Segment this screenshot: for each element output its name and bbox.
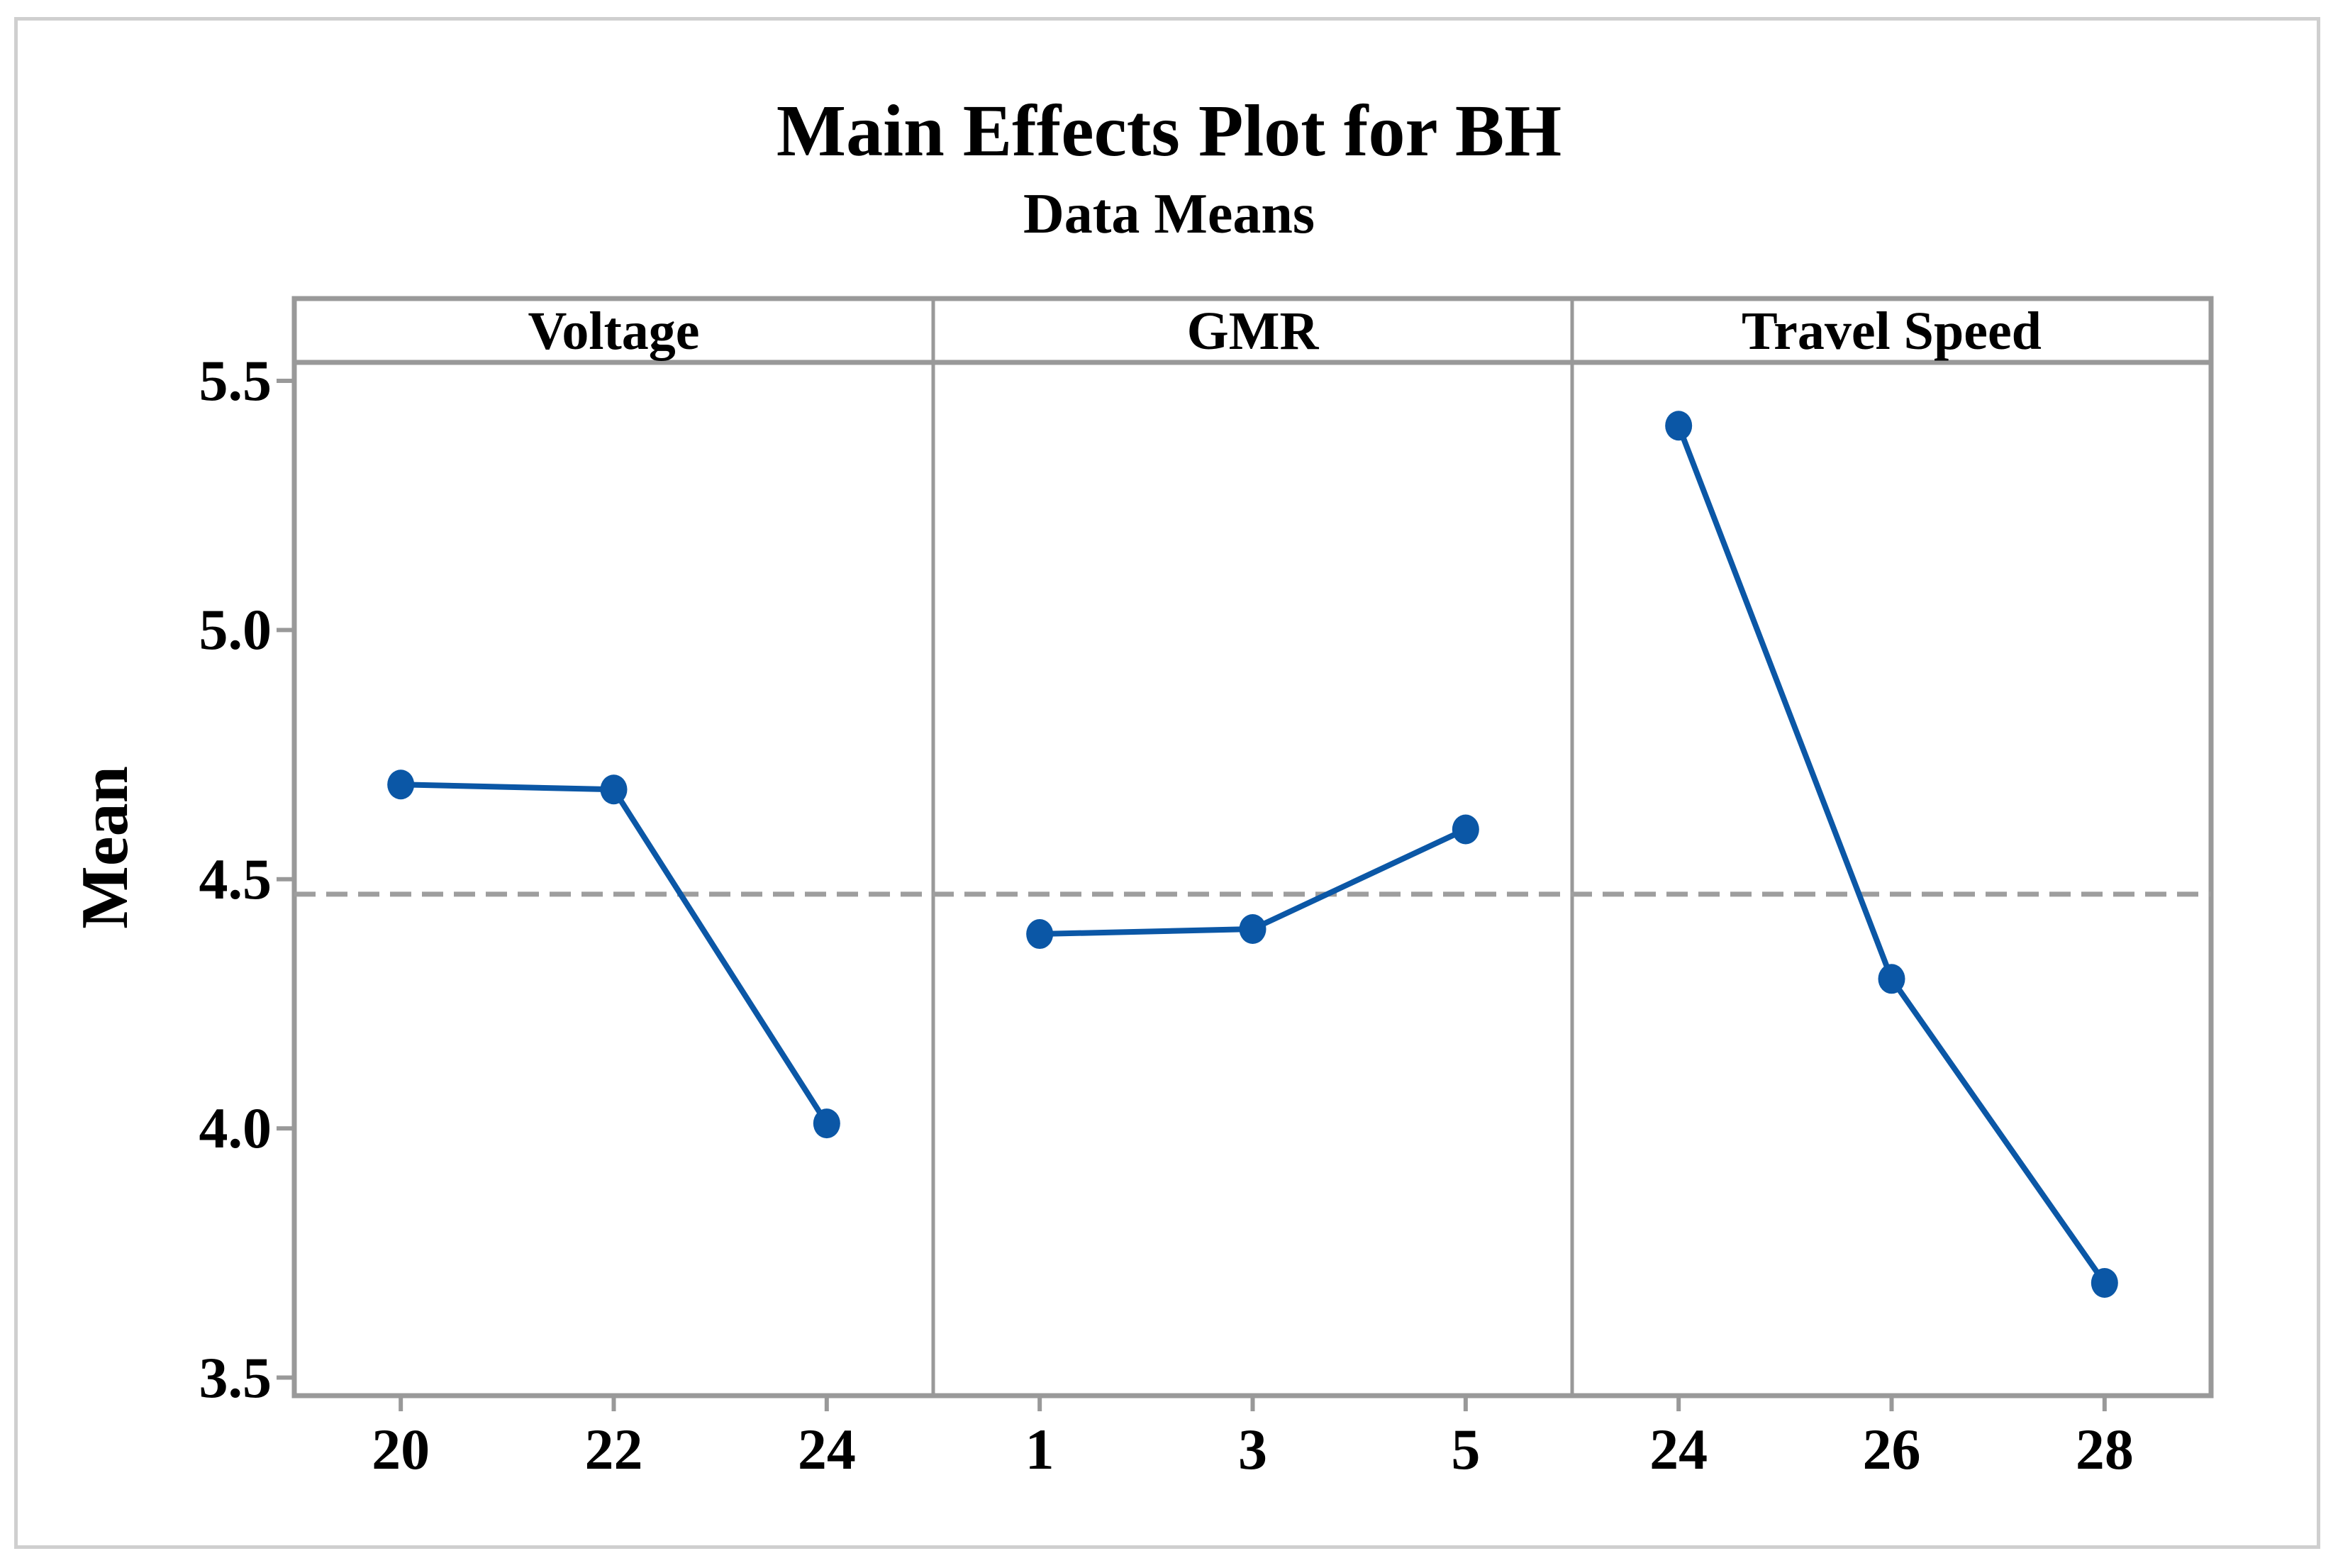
x-tick-label: 24 bbox=[797, 1417, 856, 1481]
data-point-marker bbox=[1878, 964, 1905, 994]
series-line-travel-speed bbox=[1676, 424, 2108, 1285]
x-tick-label: 20 bbox=[372, 1417, 430, 1481]
x-tick-label: 26 bbox=[1862, 1417, 1921, 1481]
x-tick-label: 5 bbox=[1451, 1417, 1481, 1481]
plot-frame bbox=[291, 296, 2214, 1399]
data-point-marker bbox=[813, 1108, 840, 1139]
x-tick-label: 3 bbox=[1238, 1417, 1267, 1481]
y-tick-label: 3.5 bbox=[199, 1345, 272, 1410]
panel-header-travel-speed: Travel Speed bbox=[1742, 301, 2042, 361]
chart-subtitle: Data Means bbox=[1023, 183, 1315, 245]
x-tick-label: 24 bbox=[1649, 1417, 1708, 1481]
data-point-marker bbox=[387, 769, 415, 800]
data-point-marker bbox=[1239, 914, 1267, 945]
data-point-marker bbox=[1665, 411, 1693, 441]
y-tick-label: 5.5 bbox=[199, 348, 272, 413]
chart-title: Main Effects Plot for BH bbox=[776, 90, 1562, 172]
panel-header-voltage: Voltage bbox=[528, 301, 700, 361]
x-tick-label: 1 bbox=[1025, 1417, 1054, 1481]
data-point-marker bbox=[600, 774, 628, 805]
y-tick-label: 5.0 bbox=[199, 597, 272, 662]
data-point-marker bbox=[2091, 1267, 2118, 1298]
data-point-marker bbox=[1026, 919, 1054, 950]
series-line-voltage bbox=[401, 782, 830, 1125]
x-tick-label: 22 bbox=[584, 1417, 643, 1481]
y-tick-label: 4.0 bbox=[199, 1096, 272, 1161]
x-tick-label: 28 bbox=[2075, 1417, 2134, 1481]
y-tick-label: 4.5 bbox=[199, 846, 272, 911]
data-point-marker bbox=[1452, 814, 1479, 845]
panel-header-gmr: GMR bbox=[1186, 301, 1319, 361]
